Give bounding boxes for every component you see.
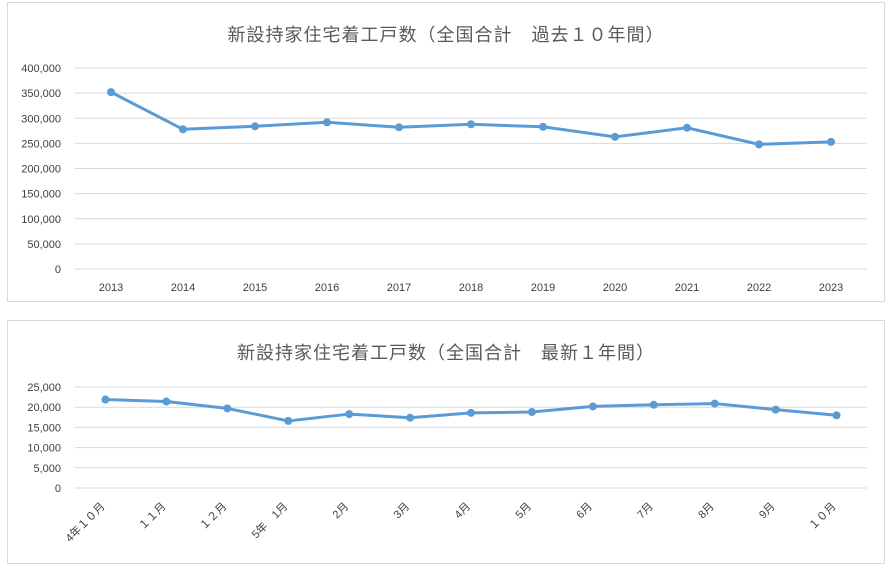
x-tick-label: 2014: [171, 282, 195, 294]
y-tick-label: 400,000: [21, 63, 61, 75]
x-tick-label: 2月: [331, 501, 352, 522]
data-point: [649, 400, 658, 409]
x-tick-label: 2021: [675, 282, 699, 294]
y-tick-label: 350,000: [21, 88, 61, 100]
y-tick-label: 100,000: [21, 214, 61, 226]
chart-title: 新設持家住宅着工戸数（全国合計 過去１０年間）: [227, 25, 665, 46]
x-tick-label: 7月: [635, 501, 656, 522]
y-tick-label: 0: [55, 264, 61, 276]
data-point: [467, 120, 475, 129]
chart-panel-10-years: 新設持家住宅着工戸数（全国合計 過去１０年間） 0 50,000 100,000 15…: [7, 2, 885, 302]
data-point: [223, 404, 232, 413]
data-point: [771, 405, 780, 414]
x-tick-label: 2013: [99, 282, 123, 294]
chart-panel-1-year: 新設持家住宅着工戸数（全国合計 最新１年間） 0 5,000 10,000 15,00…: [7, 320, 885, 564]
y-tick-label: 150,000: [21, 189, 61, 201]
line-chart-10-years: 0 50,000 100,000 150,000 200,000 250,000 300,0…: [21, 63, 867, 294]
line-chart-1-year: 0 5,000 10,000 15,000 20,000 25,000 4年１０月 １１月 １２…: [27, 382, 867, 545]
data-point: [345, 410, 354, 419]
data-point: [101, 395, 110, 404]
data-point: [527, 408, 536, 417]
x-tick-label: １２月: [198, 501, 230, 533]
data-point: [827, 137, 835, 146]
data-point: [284, 416, 293, 425]
x-tick-label: 5月: [513, 501, 534, 522]
data-point: [588, 402, 597, 411]
data-point: [107, 88, 115, 97]
x-tick-label: 2023: [819, 282, 843, 294]
x-tick-label: 5年 1月: [248, 499, 290, 541]
y-tick-label: 5,000: [33, 463, 61, 475]
x-tick-label: 2019: [531, 282, 555, 294]
x-tick-label: 2020: [603, 282, 627, 294]
x-tick-label: 4月: [453, 501, 474, 522]
y-tick-label: 300,000: [21, 113, 61, 125]
x-tick-label: 3月: [392, 501, 413, 522]
data-point: [683, 123, 691, 132]
data-point: [162, 397, 171, 406]
data-point: [179, 125, 187, 134]
x-tick-label: 9月: [757, 501, 778, 522]
x-tick-label: 2018: [459, 282, 483, 294]
x-tick-label: １１月: [137, 501, 169, 533]
y-tick-label: 10,000: [27, 443, 61, 455]
data-point: [323, 118, 331, 127]
x-tick-label: 8月: [696, 501, 717, 522]
x-tick-label: 2017: [387, 282, 411, 294]
y-tick-label: 20,000: [27, 402, 61, 414]
y-tick-label: 250,000: [21, 138, 61, 150]
x-tick-label: 2022: [747, 282, 771, 294]
chart-title: 新設持家住宅着工戸数（全国合計 最新１年間）: [237, 343, 655, 364]
x-tick-label: 2015: [243, 282, 267, 294]
x-tick-label: １０月: [807, 501, 839, 533]
x-tick-label: 6月: [574, 501, 595, 522]
data-point: [539, 122, 547, 131]
y-tick-label: 0: [55, 483, 61, 495]
data-point: [467, 408, 475, 417]
data-point: [395, 123, 403, 132]
data-point: [832, 411, 841, 420]
y-tick-label: 15,000: [27, 422, 61, 434]
data-point: [611, 132, 619, 141]
y-tick-label: 25,000: [27, 382, 61, 394]
data-point: [251, 122, 259, 131]
x-tick-label: 4年１０月: [62, 499, 107, 544]
data-point: [710, 399, 719, 408]
y-tick-label: 50,000: [27, 239, 61, 251]
data-point: [406, 413, 415, 422]
x-tick-label: 2016: [315, 282, 339, 294]
y-tick-label: 200,000: [21, 164, 61, 176]
data-point: [755, 140, 763, 149]
